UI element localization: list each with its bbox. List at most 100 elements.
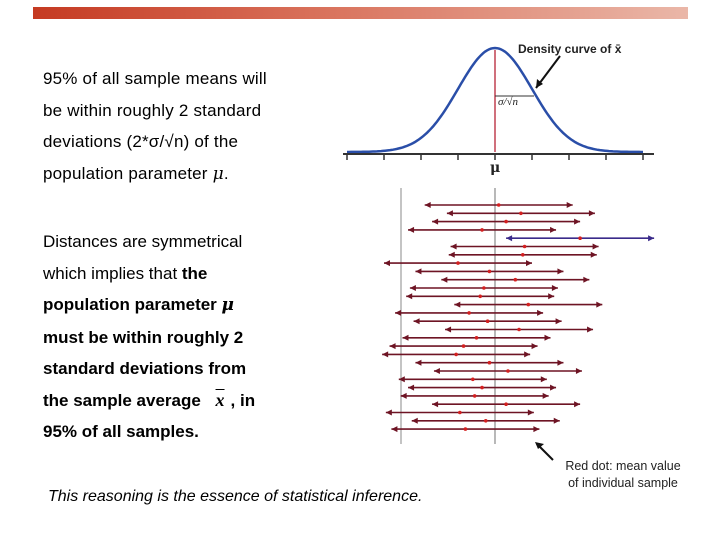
- sample-mean-dot: [463, 427, 468, 431]
- sample-mean-dot: [454, 352, 458, 357]
- paragraph-symmetry: Distances are symmetrical which implies …: [43, 226, 343, 448]
- note-line2: of individual sample: [568, 476, 678, 490]
- interval-arrowhead: [533, 426, 540, 433]
- interval-arrowhead: [550, 384, 557, 391]
- interval-arrowhead: [526, 260, 532, 267]
- interval-arrowhead: [557, 359, 564, 366]
- para2-line4: must be within roughly 2: [43, 327, 244, 347]
- mu-symbol-bold: μ: [221, 295, 234, 315]
- mu-axis-label: μ: [490, 160, 501, 176]
- para2-line3: population parameter μ: [43, 289, 343, 322]
- interval-arrowhead: [648, 235, 655, 242]
- interval-arrowhead: [415, 268, 422, 275]
- para2-line2-b: the: [181, 263, 208, 283]
- x-axis-ticks: [346, 154, 644, 160]
- interval-arrowhead: [596, 301, 603, 308]
- para2-line3-text: population parameter: [43, 295, 222, 314]
- sample-mean-dot: [522, 244, 527, 249]
- interval-arrowhead: [506, 235, 513, 242]
- interval-arrowhead: [384, 260, 390, 267]
- para2-line6-text: the sample average: [43, 390, 206, 410]
- sample-mean-dot: [478, 294, 483, 299]
- interval-arrowhead: [441, 276, 448, 283]
- sample-mean-dot: [504, 402, 508, 407]
- confidence-intervals: [382, 202, 655, 433]
- sample-mean-dot: [485, 319, 490, 324]
- interval-arrowhead: [454, 301, 461, 308]
- sample-mean-dot: [471, 377, 475, 382]
- sample-mean-dot: [472, 394, 477, 398]
- interval-arrowhead: [409, 285, 416, 291]
- interval-arrowhead: [382, 351, 389, 358]
- interval-arrowhead: [408, 226, 415, 233]
- red-dot-note: Red dot: mean value of individual sample: [548, 458, 698, 492]
- sample-mean-dot: [496, 203, 501, 207]
- interval-arrowhead: [542, 392, 549, 399]
- sample-mean-dot: [461, 344, 466, 348]
- xbar-symbol: x: [215, 389, 225, 410]
- interval-arrowhead: [391, 426, 398, 433]
- interval-arrowhead: [400, 392, 407, 399]
- sample-mean-dot: [506, 369, 510, 373]
- sample-mean-dot: [520, 253, 525, 257]
- para1-line4-end: .: [223, 163, 229, 183]
- interval-arrowhead: [575, 368, 582, 374]
- interval-arrowhead: [415, 359, 422, 366]
- interval-arrowhead: [590, 251, 597, 258]
- sample-mean-dot: [482, 286, 486, 290]
- interval-arrowhead: [398, 376, 405, 383]
- para1-line1: 95% of all sample means will: [43, 69, 267, 88]
- para1-line4-text: population parameter: [43, 163, 213, 183]
- interval-arrowhead: [544, 334, 551, 341]
- sample-mean-dot: [480, 385, 484, 390]
- sample-mean-dot: [517, 327, 521, 332]
- paragraph-sample-means: 95% of all sample means will be within r…: [43, 63, 323, 190]
- interval-arrowhead: [385, 409, 392, 416]
- interval-arrowhead: [553, 417, 560, 424]
- para2-line1: Distances are symmetrical: [43, 232, 243, 251]
- interval-arrowhead: [537, 309, 544, 316]
- para2-line6: the sample average x, in: [43, 385, 343, 417]
- para2-line2: which implies that the: [43, 258, 343, 290]
- sd-label: σ/√n: [498, 96, 519, 108]
- interval-arrowhead: [424, 202, 431, 208]
- para2-line2-a: which implies that: [43, 263, 182, 283]
- interval-arrowhead: [413, 318, 420, 325]
- sample-mean-dot: [487, 269, 492, 274]
- title-accent-bar: [33, 7, 688, 19]
- para1-line3: deviations (2*σ/√n) of the: [43, 132, 239, 151]
- interval-arrowhead: [433, 368, 440, 374]
- para1-line4: population parameter μ.: [43, 158, 323, 191]
- interval-arrowhead: [448, 251, 455, 258]
- interval-arrowhead: [432, 218, 439, 225]
- para2-line7: 95% of all samples.: [43, 422, 199, 441]
- sample-mean-dot: [513, 277, 518, 282]
- interval-arrowhead: [540, 376, 547, 383]
- interval-arrowhead: [557, 268, 564, 275]
- sample-mean-dot: [456, 261, 460, 265]
- note-pointer-arrowhead: [535, 442, 544, 449]
- interval-arrowhead: [432, 401, 439, 408]
- sample-mean-dot: [483, 419, 488, 423]
- mu-symbol: μ: [212, 163, 224, 184]
- para2-line6-end: , in: [230, 390, 256, 410]
- interval-arrowhead: [395, 309, 402, 316]
- interval-arrowhead: [587, 326, 594, 333]
- curve-pointer-arrowhead: [536, 79, 543, 88]
- interval-arrowhead: [524, 351, 531, 358]
- interval-arrowhead: [583, 276, 590, 283]
- interval-arrowhead: [531, 343, 538, 350]
- sample-mean-dot: [474, 336, 479, 340]
- sample-mean-dot: [480, 228, 484, 232]
- sample-mean-dot: [467, 311, 471, 315]
- interval-arrowhead: [408, 384, 415, 391]
- interval-arrowhead: [406, 293, 413, 300]
- density-curve-label: Density curve of x̄: [518, 42, 622, 56]
- interval-arrowhead: [588, 210, 595, 217]
- sample-mean-dot: [487, 360, 492, 365]
- sample-mean-dot: [519, 211, 523, 216]
- interval-arrowhead: [548, 293, 555, 300]
- interval-arrowhead: [551, 285, 558, 291]
- interval-arrowhead: [411, 417, 418, 424]
